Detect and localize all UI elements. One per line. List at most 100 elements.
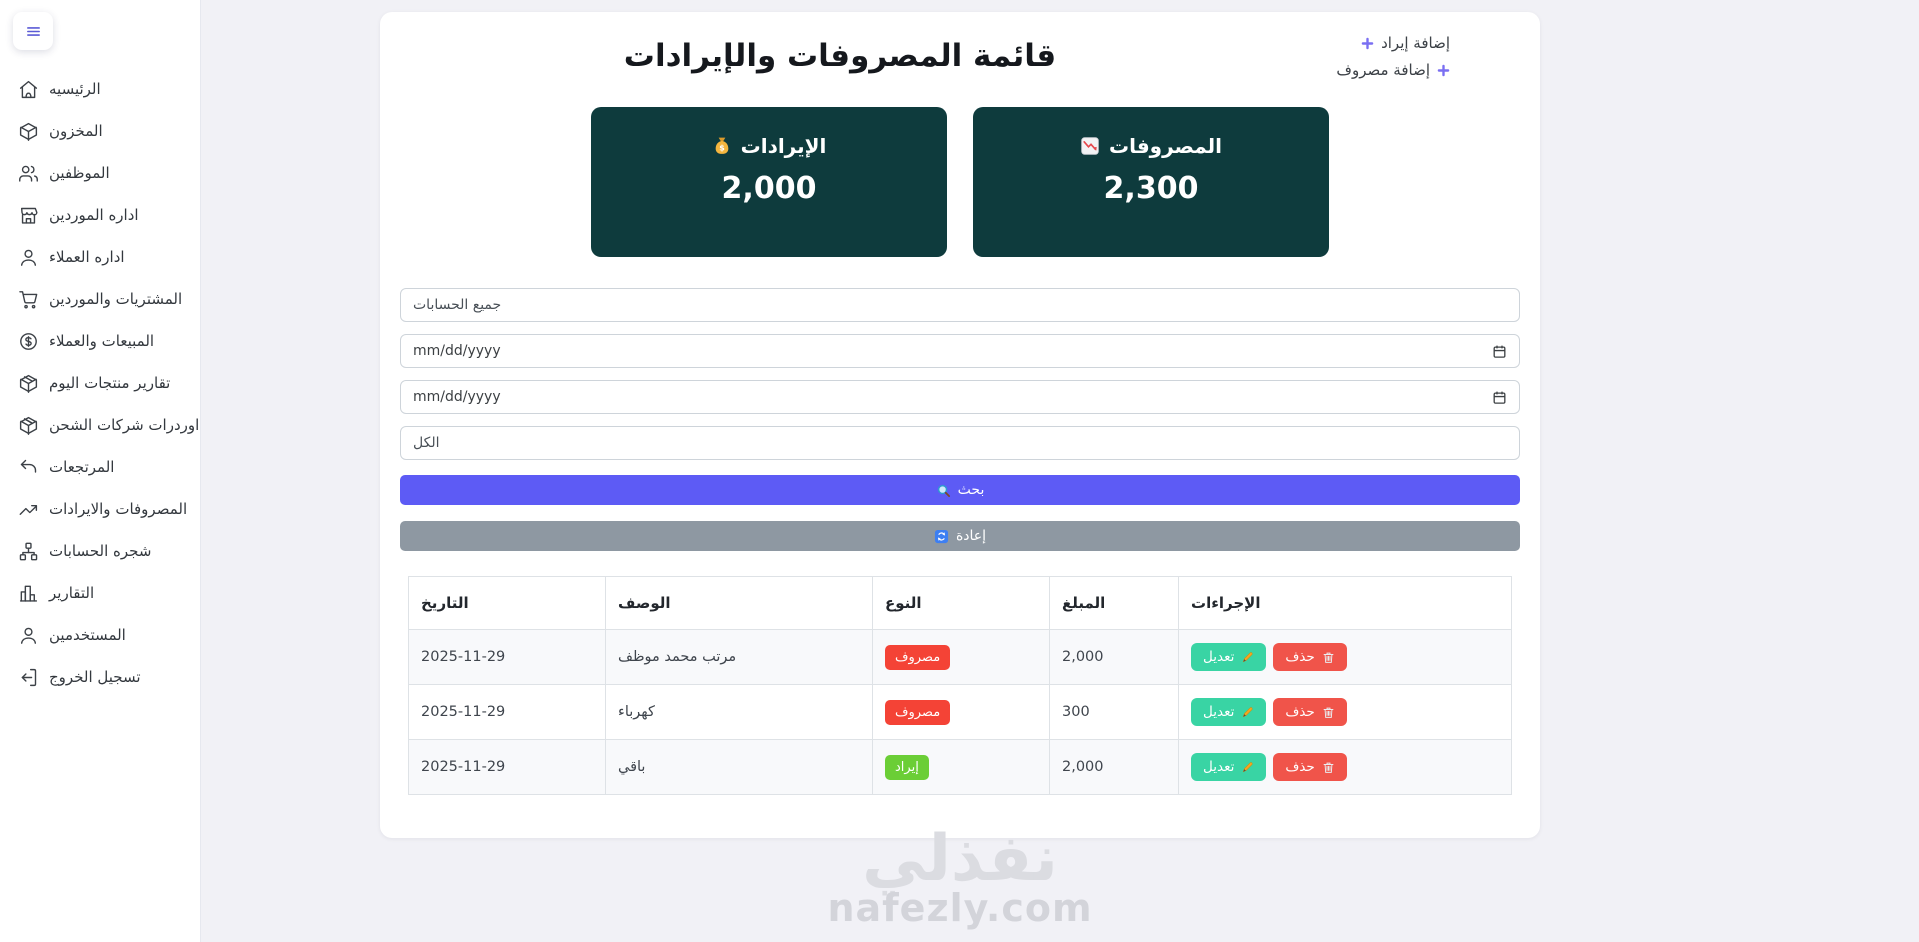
sidebar-toggle-button[interactable] (13, 12, 53, 50)
plus-icon (1361, 37, 1374, 50)
date-from-input[interactable]: mm/dd/yyyy (400, 334, 1520, 368)
cell-amount: 2,000 (1049, 739, 1179, 795)
sidebar-item-7[interactable]: تقارير منتجات اليوم (0, 362, 200, 404)
add-links: إضافة إيراد إضافة مصروف (1280, 12, 1520, 79)
delete-button-label: حذف (1285, 704, 1315, 720)
calendar-icon[interactable] (1492, 344, 1507, 359)
cell-date: 2025-11-29 (408, 629, 606, 685)
sidebar-item-label: المصروفات والايرادات (49, 500, 188, 518)
store-icon (18, 205, 39, 226)
add-revenue-label: إضافة إيراد (1381, 34, 1450, 52)
pencil-icon (1241, 706, 1254, 719)
type-select-value: الكل (413, 435, 440, 451)
reset-button[interactable]: إعادة (400, 521, 1520, 551)
sidebar-item-label: المستخدمين (49, 626, 126, 644)
sidebar-item-8[interactable]: اوردرات شركات الشحن (0, 404, 200, 446)
delete-button[interactable]: حذف (1273, 753, 1347, 781)
cell-actions: تعديل حذف (1178, 629, 1512, 685)
filters-form: جميع الحسابات mm/dd/yyyy mm/dd/yyyy الكل… (400, 288, 1520, 551)
hamburger-icon (25, 23, 42, 40)
column-header-2: النوع (872, 576, 1050, 630)
column-header-1: الوصف (605, 576, 873, 630)
expense-label-text: المصروفات (1108, 134, 1223, 158)
column-header-3: المبلغ (1049, 576, 1179, 630)
logout-icon (18, 667, 39, 688)
revenue-total: 2,000 (721, 171, 817, 206)
sidebar-item-13[interactable]: المستخدمين (0, 614, 200, 656)
edit-button[interactable]: تعديل (1191, 753, 1267, 781)
cell-date: 2025-11-29 (408, 739, 606, 795)
dollar-icon (18, 331, 39, 352)
cell-type: مصروف (872, 684, 1050, 740)
trash-icon (1322, 651, 1335, 664)
sidebar-item-label: المبيعات والعملاء (49, 332, 155, 350)
date-to-input[interactable]: mm/dd/yyyy (400, 380, 1520, 414)
box-icon (18, 121, 39, 142)
sidebar-item-1[interactable]: المخزون (0, 110, 200, 152)
row-actions: تعديل حذف (1191, 753, 1499, 781)
add-expense-link[interactable]: إضافة مصروف (1336, 61, 1450, 79)
transactions-table: التاريخ الوصف النوع المبلغ الإجراءات 2025-11-… (408, 576, 1512, 795)
main-panel: قائمة المصروفات والإيرادات إضافة إيراد إ… (380, 12, 1540, 838)
sidebar-item-10[interactable]: المصروفات والايرادات (0, 488, 200, 530)
user-icon (18, 247, 39, 268)
sidebar-item-label: المشتريات والموردين (49, 290, 183, 308)
sidebar-item-3[interactable]: اداره الموردين (0, 194, 200, 236)
sidebar-item-label: اداره العملاء (49, 248, 125, 266)
table-row: 2025-11-29 مرتب محمد موظف مصروف 2,000 تعديل ح… (408, 629, 1512, 685)
svg-text:$: $ (719, 144, 725, 153)
sidebar-item-11[interactable]: شجره الحسابات (0, 530, 200, 572)
cart-icon (18, 289, 39, 310)
cell-description: كهرباء (605, 684, 873, 740)
reset-button-label: إعادة (955, 528, 987, 544)
sidebar-item-label: اوردرات شركات الشحن (49, 416, 200, 434)
pencil-icon (1241, 651, 1254, 664)
chart-down-icon (1080, 136, 1100, 156)
account-select-value: جميع الحسابات (413, 297, 502, 313)
sitemap-icon (18, 541, 39, 562)
summary-row: $ الإيرادات 2,000 المصروفات 2,300 (400, 107, 1520, 257)
sidebar-item-0[interactable]: الرئيسيه (0, 68, 200, 110)
sidebar: الرئيسيه المخزون الموظفين اداره الموردين ادا… (0, 0, 201, 942)
delete-button[interactable]: حذف (1273, 643, 1347, 671)
plus-icon (1437, 64, 1450, 77)
cell-actions: تعديل حذف (1178, 739, 1512, 795)
search-button-label: بحث (957, 482, 985, 498)
sidebar-item-label: المخزون (49, 122, 103, 140)
page-title: قائمة المصروفات والإيرادات (623, 38, 1057, 74)
table-row: 2025-11-29 كهرباء مصروف 300 تعديل حذف (408, 684, 1512, 740)
expense-total: 2,300 (1103, 171, 1199, 206)
reset-icon (934, 529, 949, 544)
cell-amount: 300 (1049, 684, 1179, 740)
trash-icon (1322, 706, 1335, 719)
search-icon (936, 483, 951, 498)
edit-button[interactable]: تعديل (1191, 698, 1267, 726)
calendar-icon[interactable] (1492, 390, 1507, 405)
sidebar-item-label: الموظفين (49, 164, 110, 182)
edit-button-label: تعديل (1203, 759, 1235, 775)
type-select[interactable]: الكل (400, 426, 1520, 460)
sidebar-item-5[interactable]: المشتريات والموردين (0, 278, 200, 320)
account-select[interactable]: جميع الحسابات (400, 288, 1520, 322)
sidebar-item-6[interactable]: المبيعات والعملاء (0, 320, 200, 362)
sidebar-item-label: المرتجعات (49, 458, 115, 476)
shipping-icon (18, 415, 39, 436)
sidebar-menu: الرئيسيه المخزون الموظفين اداره الموردين ادا… (0, 68, 200, 698)
pencil-icon (1241, 761, 1254, 774)
money-bag-icon: $ (712, 136, 732, 156)
add-revenue-link[interactable]: إضافة إيراد (1361, 34, 1450, 52)
delete-button-label: حذف (1285, 759, 1315, 775)
sidebar-item-4[interactable]: اداره العملاء (0, 236, 200, 278)
sidebar-item-12[interactable]: التقارير (0, 572, 200, 614)
type-badge: مصروف (885, 644, 951, 670)
sidebar-item-2[interactable]: الموظفين (0, 152, 200, 194)
edit-button[interactable]: تعديل (1191, 643, 1267, 671)
package-icon (18, 373, 39, 394)
transactions-table-wrap: التاريخ الوصف النوع المبلغ الإجراءات 2025-11-… (408, 576, 1512, 795)
sidebar-item-14[interactable]: تسجيل الخروج (0, 656, 200, 698)
sidebar-item-9[interactable]: المرتجعات (0, 446, 200, 488)
edit-button-label: تعديل (1203, 649, 1235, 665)
delete-button[interactable]: حذف (1273, 698, 1347, 726)
search-button[interactable]: بحث (400, 475, 1520, 505)
type-badge: إيراد (885, 754, 929, 780)
